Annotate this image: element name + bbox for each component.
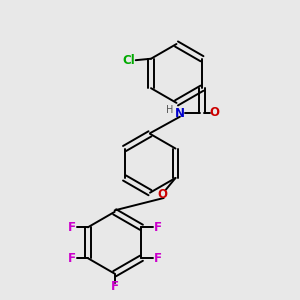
Text: F: F	[154, 221, 162, 234]
Text: N: N	[175, 107, 185, 120]
Text: O: O	[157, 188, 167, 201]
Text: Cl: Cl	[122, 54, 135, 67]
Text: F: F	[154, 252, 162, 265]
Text: F: F	[68, 252, 76, 265]
Text: F: F	[68, 221, 76, 234]
Text: O: O	[209, 106, 219, 119]
Text: F: F	[111, 280, 119, 293]
Text: H: H	[166, 105, 174, 115]
